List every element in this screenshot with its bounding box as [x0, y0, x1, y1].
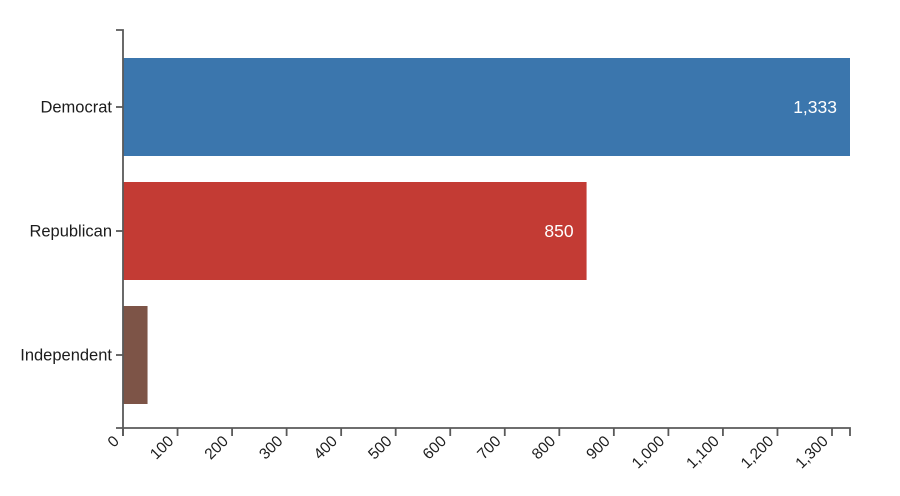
bar-democrat — [123, 58, 850, 156]
y-axis-category-label: Democrat — [40, 99, 112, 117]
x-axis-tick-label: 0 — [105, 433, 123, 451]
x-axis-tick-label: 1,300 — [792, 433, 832, 473]
bar-value-label: 1,333 — [793, 97, 837, 117]
x-axis-tick-label: 200 — [202, 433, 233, 464]
bar-value-label: 850 — [544, 221, 573, 241]
x-axis-tick-label: 100 — [147, 433, 178, 464]
x-axis-tick-label: 1,000 — [629, 433, 669, 473]
x-axis-tick-label: 1,100 — [683, 433, 723, 473]
x-axis-tick-label: 900 — [583, 433, 614, 464]
x-axis-tick-label: 300 — [256, 433, 287, 464]
y-axis-category-label: Republican — [29, 223, 112, 241]
x-axis-tick-label: 700 — [474, 433, 505, 464]
x-axis-tick-label: 600 — [420, 433, 451, 464]
x-axis-tick-label: 1,200 — [738, 433, 778, 473]
x-axis-tick-label: 400 — [311, 433, 342, 464]
x-axis-tick-label: 800 — [529, 433, 560, 464]
bar-independent — [123, 306, 148, 404]
y-axis-line — [116, 29, 124, 429]
y-axis-category-label: Independent — [20, 347, 112, 365]
x-axis-tick-label: 500 — [365, 433, 396, 464]
bar-republican — [123, 182, 587, 280]
